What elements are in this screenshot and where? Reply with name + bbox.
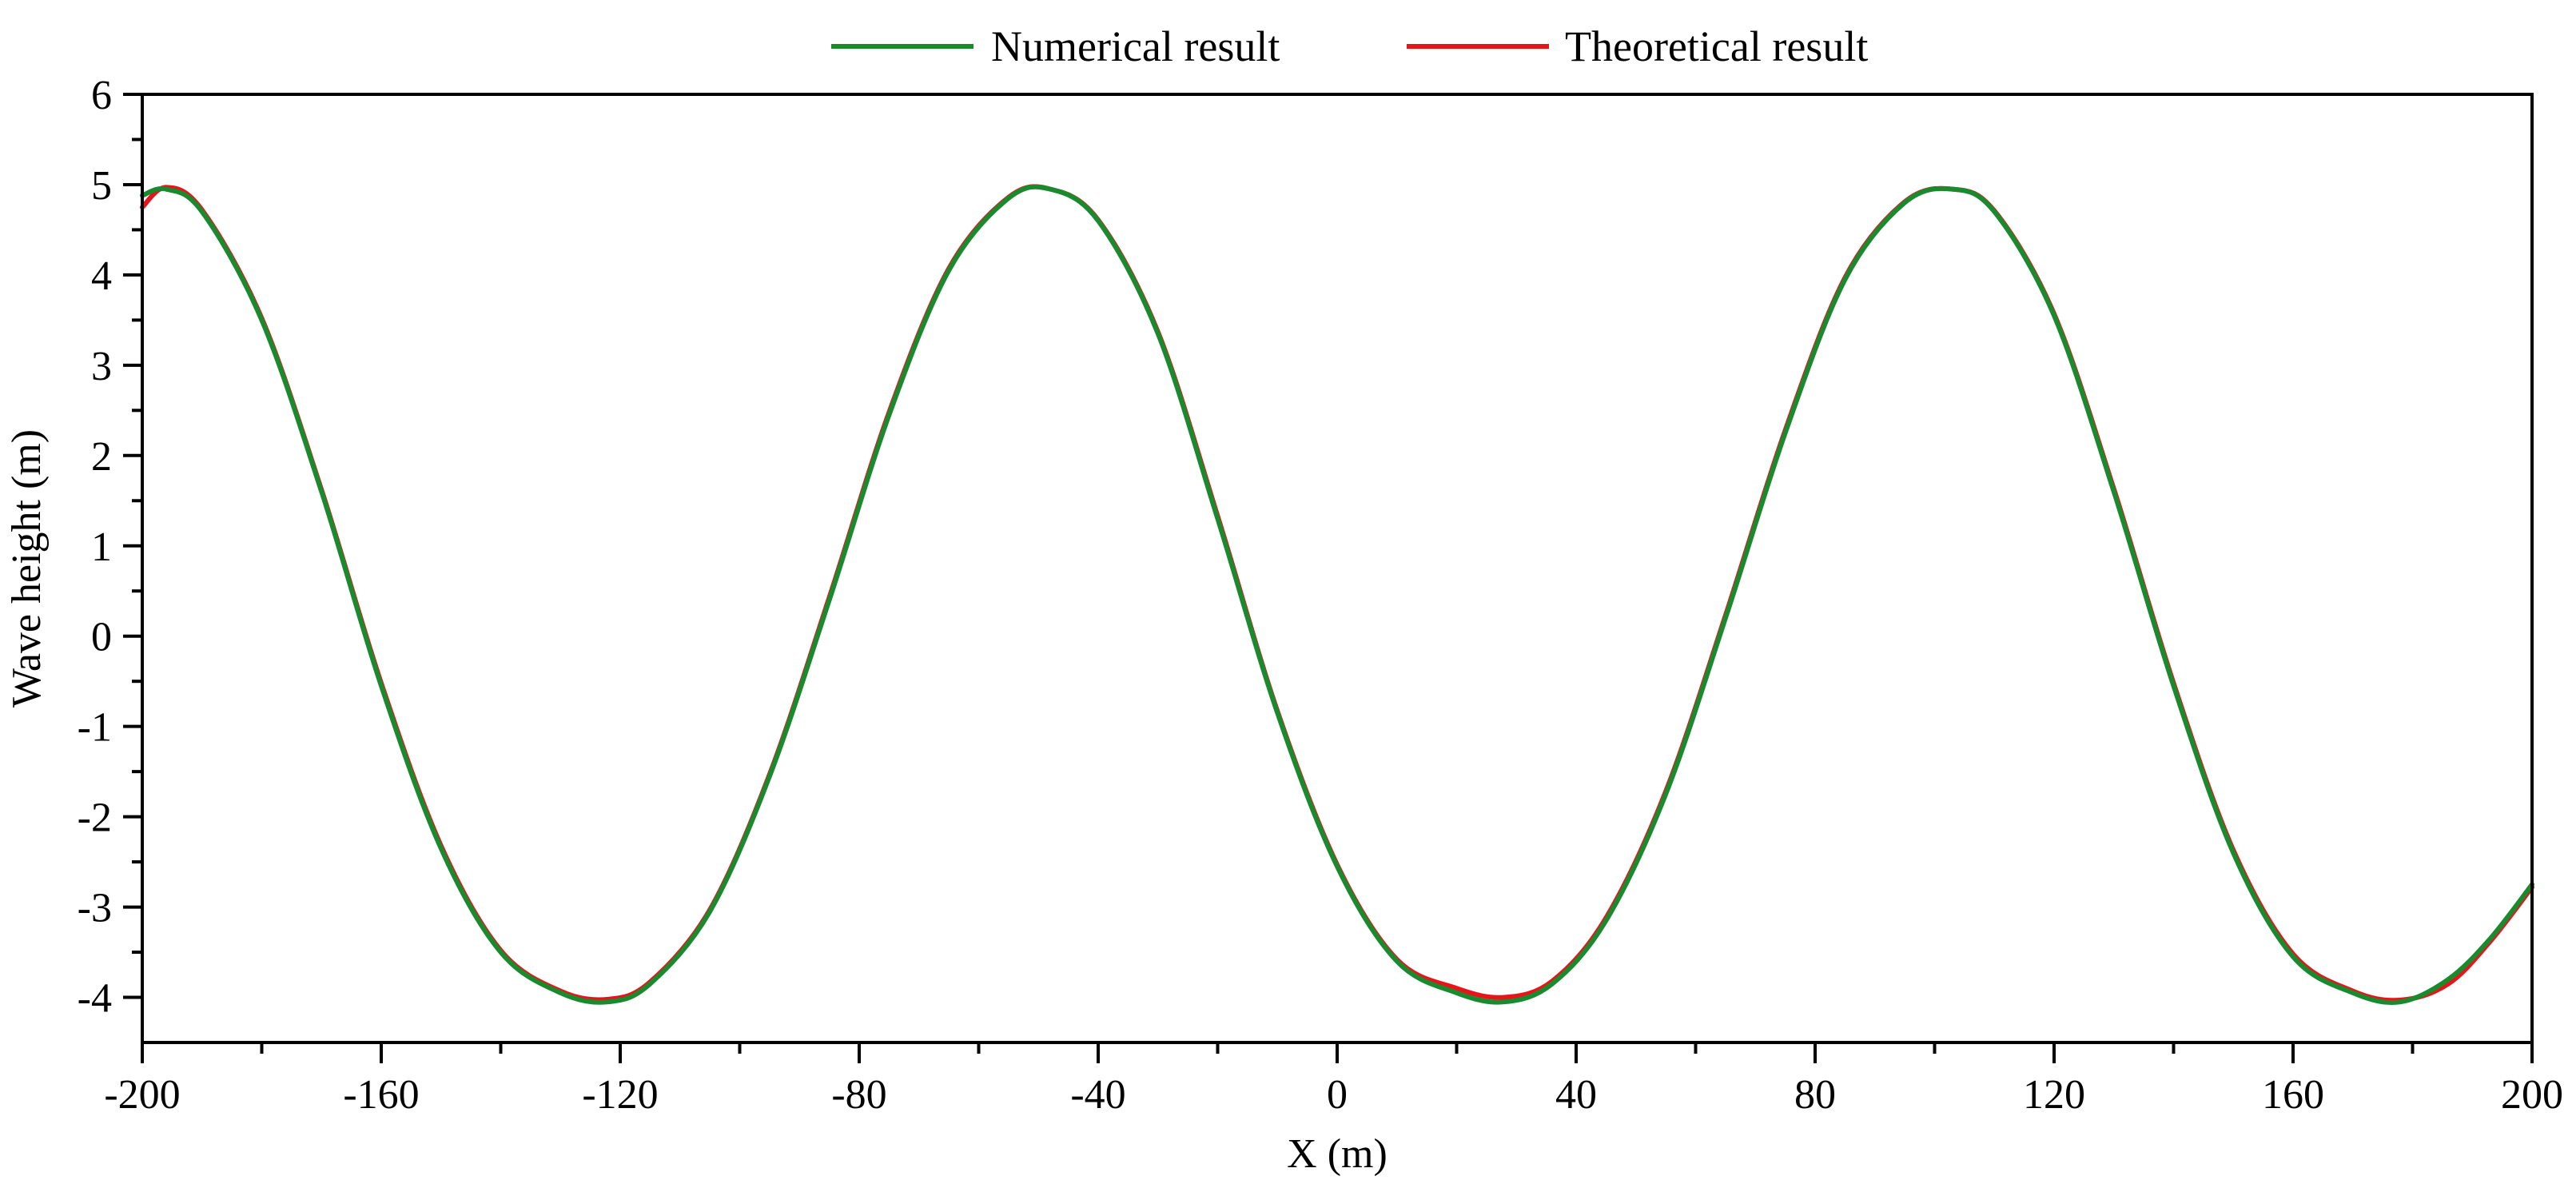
y-tick-label: 3 bbox=[91, 344, 112, 389]
x-axis-label: X (m) bbox=[1287, 1131, 1388, 1177]
legend-label-theoretical-result: Theoretical result bbox=[1565, 22, 1868, 70]
y-tick-label: 0 bbox=[91, 615, 112, 660]
x-tick-label: 40 bbox=[1555, 1072, 1597, 1118]
x-tick-label: 120 bbox=[2023, 1072, 2085, 1118]
y-tick-label: 4 bbox=[91, 253, 112, 299]
x-tick-label: -200 bbox=[104, 1072, 180, 1118]
x-tick-label: 80 bbox=[1794, 1072, 1836, 1118]
y-axis-label: Wave height (m) bbox=[4, 429, 50, 708]
y-tick-label: 6 bbox=[91, 73, 112, 118]
series-layer bbox=[140, 184, 2534, 1005]
y-tick-label: -3 bbox=[78, 886, 112, 931]
y-tick-label: 1 bbox=[91, 524, 112, 570]
numerical-result-line bbox=[140, 184, 2534, 1005]
x-axis: -200 -160 -120 -80 -40 0 40 80 120 160 200 bbox=[104, 1042, 2563, 1118]
plot-frame bbox=[141, 93, 2534, 1044]
x-tick-label: -40 bbox=[1070, 1072, 1125, 1118]
y-tick-label: 2 bbox=[91, 434, 112, 480]
y-tick-label: 5 bbox=[91, 163, 112, 209]
y-tick-label: -1 bbox=[78, 705, 112, 751]
x-tick-label: 0 bbox=[1327, 1072, 1348, 1118]
legend: Numerical result Theoretical result bbox=[831, 22, 1868, 70]
x-tick-label: 160 bbox=[2262, 1072, 2324, 1118]
y-tick-label: -4 bbox=[78, 976, 112, 1022]
x-tick-label: -160 bbox=[343, 1072, 419, 1118]
y-tick-label: -2 bbox=[78, 795, 112, 841]
x-tick-label: 200 bbox=[2501, 1072, 2563, 1118]
x-tick-label: -120 bbox=[582, 1072, 658, 1118]
theoretical-result-line bbox=[140, 184, 2534, 1003]
legend-label-numerical-result: Numerical result bbox=[991, 22, 1280, 70]
x-tick-label: -80 bbox=[831, 1072, 886, 1118]
y-axis: -4 -3 -2 -1 0 1 2 3 4 5 6 bbox=[78, 73, 142, 1022]
